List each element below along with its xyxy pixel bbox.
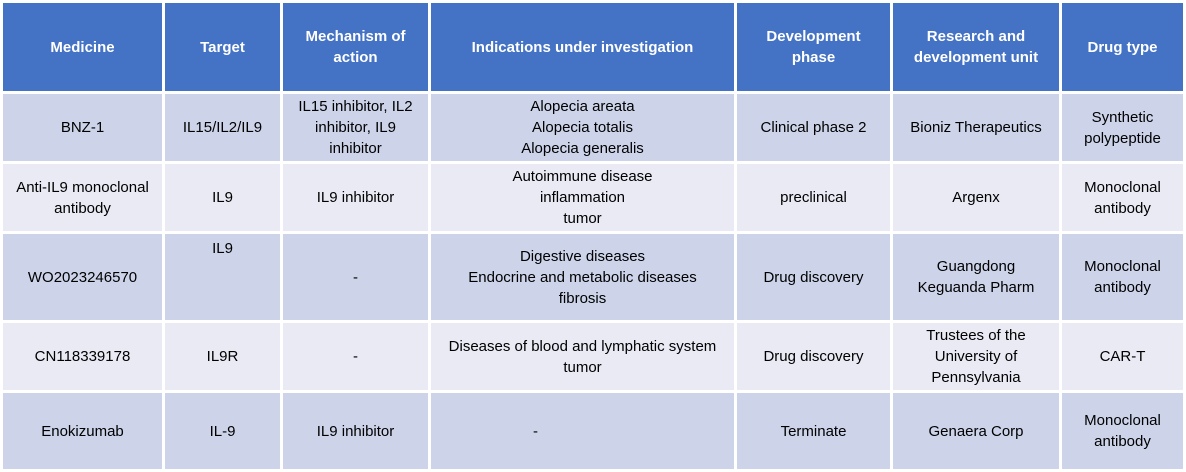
table-row: Enokizumab IL-9 IL9 inhibitor - Terminat… [3,393,1183,469]
cell-mechanism-of-action: IL9 inhibitor [283,164,428,231]
cell-medicine: CN118339178 [3,323,162,390]
cell-rd-unit: Trustees of the University of Pennsylvan… [893,323,1059,390]
cell-mechanism-of-action: IL15 inhibitor, IL2 inhibitor, IL9 inhib… [283,94,428,161]
cell-rd-unit: Genaera Corp [893,393,1059,469]
table-row: BNZ-1 IL15/IL2/IL9 IL15 inhibitor, IL2 i… [3,94,1183,161]
cell-medicine: WO2023246570 [3,234,162,320]
cell-target: IL9 [165,234,280,320]
cell-medicine: Anti-IL9 monoclonal antibody [3,164,162,231]
header-cell-medicine: Medicine [3,3,162,91]
cell-medicine: BNZ-1 [3,94,162,161]
cell-mechanism-of-action: - [283,234,428,320]
cell-drug-type: Monoclonal antibody [1062,164,1183,231]
header-cell-target: Target [165,3,280,91]
cell-drug-type: Monoclonal antibody [1062,393,1183,469]
cell-rd-unit: Bioniz Therapeutics [893,94,1059,161]
cell-indications: Alopecia areata Alopecia totalis Alopeci… [431,94,734,161]
cell-development-phase: Terminate [737,393,890,469]
cell-rd-unit: Argenx [893,164,1059,231]
cell-target: IL-9 [165,393,280,469]
cell-indications: Digestive diseases Endocrine and metabol… [431,234,734,320]
cell-drug-type: Synthetic polypeptide [1062,94,1183,161]
cell-development-phase: Drug discovery [737,234,890,320]
cell-target: IL15/IL2/IL9 [165,94,280,161]
table-row: Anti-IL9 monoclonal antibody IL9 IL9 inh… [3,164,1183,231]
cell-target: IL9R [165,323,280,390]
header-cell-development-phase: Development phase [737,3,890,91]
cell-rd-unit: Guangdong Keguanda Pharm [893,234,1059,320]
cell-indications: Autoimmune disease inflammation tumor [431,164,734,231]
cell-mechanism-of-action: IL9 inhibitor [283,393,428,469]
cell-development-phase: Clinical phase 2 [737,94,890,161]
cell-drug-type: Monoclonal antibody [1062,234,1183,320]
cell-development-phase: Drug discovery [737,323,890,390]
table-row: WO2023246570 IL9 - Digestive diseases En… [3,234,1183,320]
header-cell-research-and-development-unit: Research and development unit [893,3,1059,91]
cell-indications: - [431,393,734,469]
cell-indications: Diseases of blood and lymphatic system t… [431,323,734,390]
cell-mechanism-of-action: - [283,323,428,390]
table-row: CN118339178 IL9R - Diseases of blood and… [3,323,1183,390]
header-cell-drug-type: Drug type [1062,3,1183,91]
header-cell-indications-under-investigation: Indications under investigation [431,3,734,91]
cell-target: IL9 [165,164,280,231]
table-header-row: Medicine Target Mechanism of action Indi… [3,3,1183,91]
header-cell-mechanism-of-action: Mechanism of action [283,3,428,91]
cell-development-phase: preclinical [737,164,890,231]
cell-medicine: Enokizumab [3,393,162,469]
cell-drug-type: CAR-T [1062,323,1183,390]
